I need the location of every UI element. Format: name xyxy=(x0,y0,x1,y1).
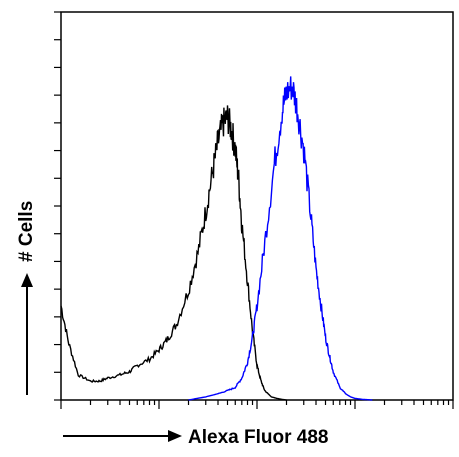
series-lines xyxy=(60,76,373,401)
plot-area-frame xyxy=(60,11,454,401)
series-line-2 xyxy=(188,76,373,401)
series-line-1 xyxy=(60,105,287,401)
y-axis-ticks xyxy=(54,11,61,401)
y-axis-arrow-head xyxy=(21,273,33,287)
y-axis-label: # Cells xyxy=(16,201,37,262)
x-axis-ticks xyxy=(60,400,454,409)
x-axis-arrow-head xyxy=(168,430,182,442)
x-axis-label: Alexa Fluor 488 xyxy=(188,427,328,448)
